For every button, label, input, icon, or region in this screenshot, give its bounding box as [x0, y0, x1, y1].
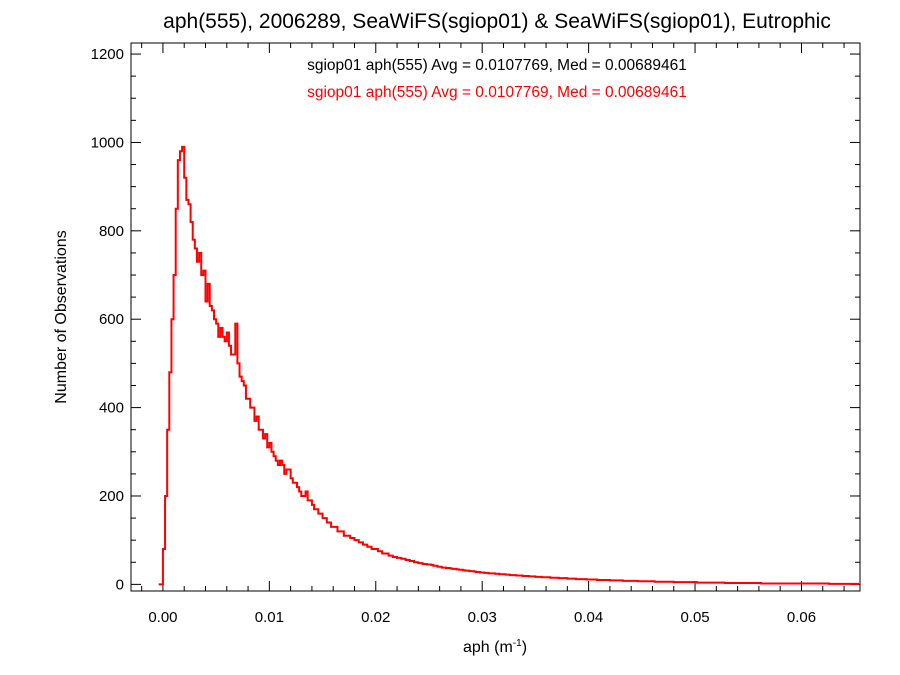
x-tick-label: 0.00: [148, 609, 177, 626]
chart-title: aph(555), 2006289, SeaWiFS(sgiop01) & Se…: [163, 10, 831, 33]
y-tick-label: 400: [99, 400, 124, 417]
x-tick-label: 0.02: [361, 609, 390, 626]
y-axis-label: Number of Observations: [53, 230, 70, 403]
x-axis-label-close: ): [522, 639, 527, 656]
x-tick-label: 0.05: [680, 609, 709, 626]
x-tick-label: 0.01: [255, 609, 284, 626]
y-tick-label: 200: [99, 488, 124, 505]
x-axis-label: aph (m-1): [463, 638, 527, 656]
y-tick-label: 0: [116, 576, 124, 593]
y-tick-label: 600: [99, 311, 124, 328]
histogram-series-line: [158, 145, 859, 586]
y-tick-label: 1000: [91, 134, 124, 151]
y-tick-label: 800: [99, 223, 124, 240]
legend-entry-red: sgiop01 aph(555) Avg = 0.0107769, Med = …: [307, 84, 687, 101]
axis-tick-labels: 0.00 0.01 0.02 0.03 0.04 0.05 0.06 0 200 400 600 80…: [91, 46, 816, 626]
x-tick-label: 0.03: [468, 609, 497, 626]
y-tick-label: 1200: [91, 46, 124, 63]
x-tick-label: 0.04: [574, 609, 603, 626]
x-axis-label-main: aph (m: [463, 639, 513, 656]
legend-entry-black: sgiop01 aph(555) Avg = 0.0107769, Med = …: [307, 57, 687, 74]
axis-ticks: [131, 43, 860, 591]
x-tick-label: 0.06: [787, 609, 816, 626]
x-axis-label-superscript: -1: [513, 638, 522, 649]
plot-frame: [130, 42, 861, 592]
